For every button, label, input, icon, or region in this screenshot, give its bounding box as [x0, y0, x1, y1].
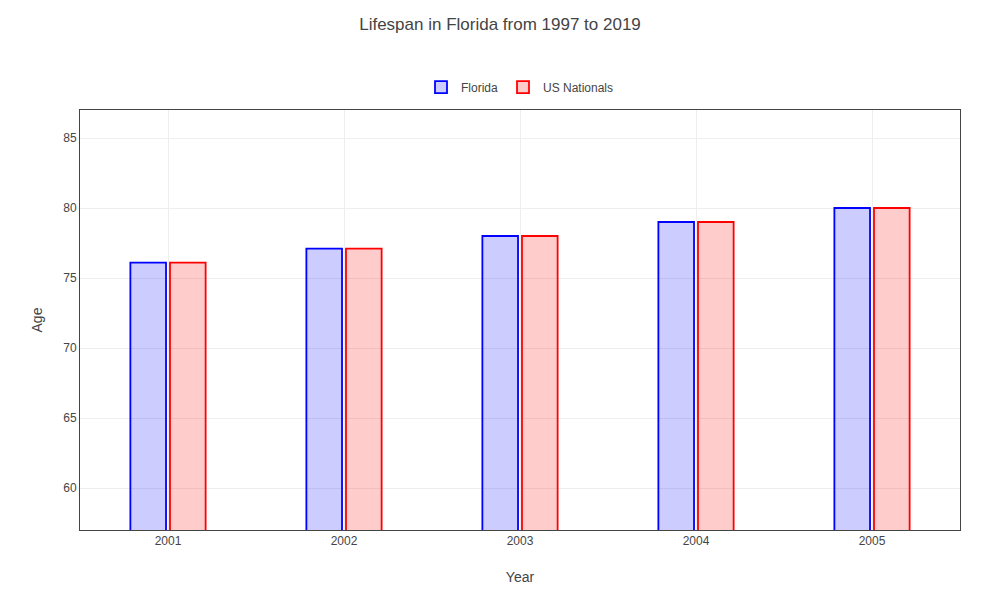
svg-text:2004: 2004: [683, 534, 710, 548]
svg-text:75: 75: [63, 271, 77, 285]
svg-text:65: 65: [63, 411, 77, 425]
svg-text:80: 80: [63, 201, 77, 215]
svg-text:2001: 2001: [155, 534, 182, 548]
svg-text:Florida: Florida: [461, 81, 498, 95]
svg-text:US Nationals: US Nationals: [543, 81, 613, 95]
svg-text:60: 60: [63, 481, 77, 495]
svg-text:2003: 2003: [507, 534, 534, 548]
svg-text:2005: 2005: [859, 534, 886, 548]
svg-text:85: 85: [63, 131, 77, 145]
svg-text:Lifespan in Florida from 1997: Lifespan in Florida from 1997 to 2019: [359, 15, 641, 34]
svg-text:2002: 2002: [331, 534, 358, 548]
svg-text:Age: Age: [29, 307, 45, 332]
svg-text:Year: Year: [506, 569, 535, 585]
svg-text:70: 70: [63, 341, 77, 355]
